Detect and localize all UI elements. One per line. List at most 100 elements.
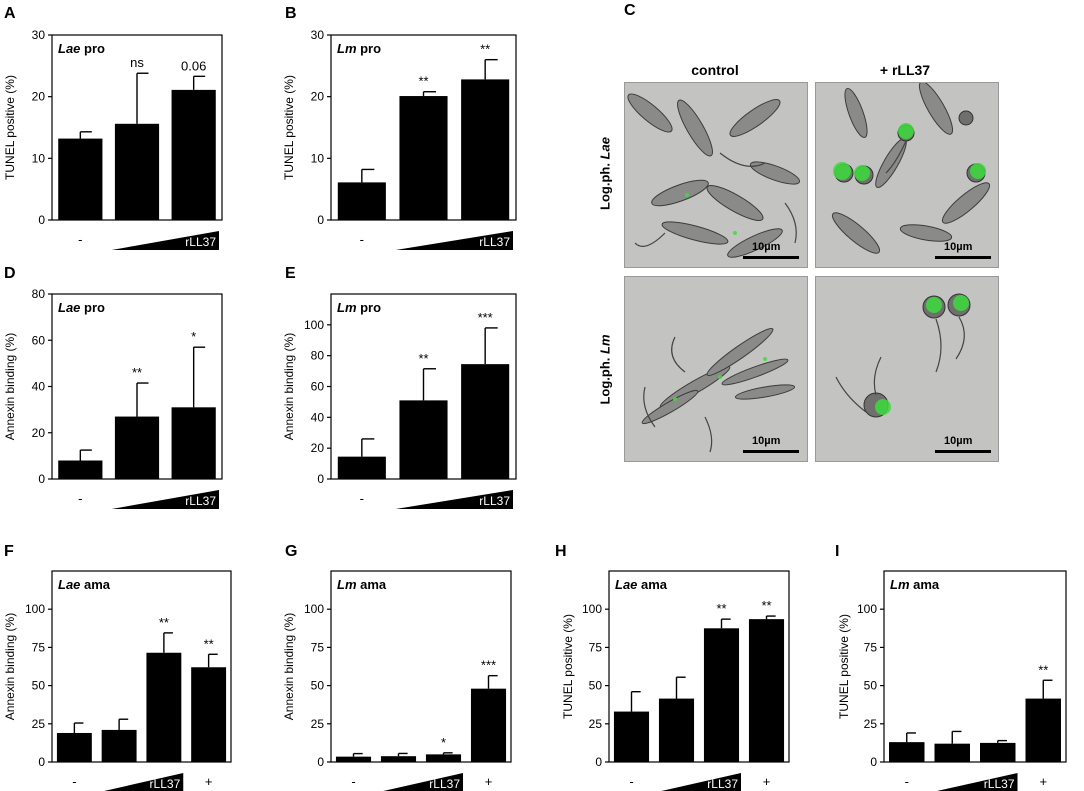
dose-ramp-label: rLL37 [707,777,738,791]
y-tick-label: 40 [311,410,325,424]
scale-label: 10µm [752,241,781,253]
panel-title: Lae pro [58,300,105,315]
column-label-rll37: + rLL37 [879,62,931,78]
scale-bar [743,256,799,259]
parasite-cell [844,87,868,139]
significance-label: ** [1038,662,1048,677]
bar [461,364,510,479]
plot-frame [330,570,512,763]
significance-label: * [441,735,446,750]
parasite-cell [749,161,801,185]
bar [171,89,216,220]
panel-title-species: Lm [337,577,357,592]
flagellum [704,416,713,453]
y-tick-label: 25 [589,717,603,731]
bar [703,628,740,762]
y-tick-label: 25 [311,717,325,731]
parasite-cell [651,179,709,207]
plot-frame [51,570,232,763]
y-tick-label: 75 [32,640,46,654]
y-axis-label: Annexin binding (%) [282,613,296,720]
panel-title-stage: ama [637,577,667,592]
panel-title: Lae ama [615,577,668,592]
y-tick-label: 75 [311,640,325,654]
y-tick-label: 0 [870,755,877,769]
y-tick-label: 30 [32,28,46,42]
bar [399,96,448,220]
y-tick-label: 0 [38,472,45,486]
dose-ramp [395,231,513,250]
y-tick-label: 0 [317,472,324,486]
y-tick-label: 50 [32,679,46,693]
y-tick-label: 75 [864,640,878,654]
significance-label: ** [132,365,142,380]
category-label-control: - [360,491,364,506]
y-tick-label: 100 [857,602,877,616]
bar [613,711,650,762]
y-tick-label: 25 [864,717,878,731]
y-tick-label: 20 [32,90,46,104]
panel-title-stage: ama [357,577,387,592]
bar [114,416,160,479]
flagellum [935,318,942,373]
significance-label: ** [480,42,490,57]
y-axis-label: TUNEL positive (%) [3,75,17,180]
panel-title-stage: pro [80,41,105,56]
panel-label-g: G [285,543,297,560]
flagellum [885,140,907,174]
parasite-cell [729,99,781,137]
y-tick-label: 20 [311,441,325,455]
parasite-cell [727,228,783,258]
bar [171,407,216,479]
scale-label: 10µm [944,435,973,447]
y-tick-label: 25 [32,717,46,731]
bar [658,698,695,762]
bar [1025,698,1061,762]
panel-title-stage: pro [357,41,382,56]
y-tick-label: 0 [317,213,324,227]
y-tick-label: 50 [311,679,325,693]
panel-label-f: F [4,543,14,560]
parasite-cell [641,389,699,425]
y-axis-label: Annexin binding (%) [3,333,17,440]
y-axis-label: Annexin binding (%) [282,333,296,440]
flagellum [643,386,656,428]
dose-ramp-label: rLL37 [185,235,216,249]
parasite-cell [706,328,774,376]
dose-ramp [111,231,219,250]
bar [146,652,182,762]
micrograph-lae-control [624,82,808,268]
y-tick-label: 0 [317,755,324,769]
row-label-lae: Log.ph. Lae [597,137,613,210]
panel-label-i: I [835,543,839,560]
flagellum [719,152,766,167]
parasite-cell [661,221,729,245]
flagellum [955,316,965,360]
y-tick-label: 0 [38,755,45,769]
y-axis-label: TUNEL positive (%) [561,614,575,719]
bar [191,667,227,762]
fluorescent-cell [898,123,914,139]
y-tick-label: 0 [595,755,602,769]
significance-label: *** [481,658,496,673]
flagellum [835,376,867,413]
panel-title-species: Lae [58,577,80,592]
fluorescent-cell [733,231,737,235]
y-tick-label: 100 [304,602,324,616]
panel-title: Lm ama [337,577,387,592]
bar [58,138,103,220]
parasite-cell [899,224,953,242]
bar [56,732,92,762]
dose-ramp-label: rLL37 [479,235,510,249]
panel-title-species: Lae [58,41,80,56]
bar [980,742,1016,762]
bar [101,729,137,762]
scale-bar [935,450,991,453]
bar [399,400,448,479]
bar [470,688,507,762]
y-tick-label: 20 [311,90,325,104]
fluorescent-cell [833,162,851,180]
bar [934,743,970,762]
parasite-cell [627,93,673,133]
